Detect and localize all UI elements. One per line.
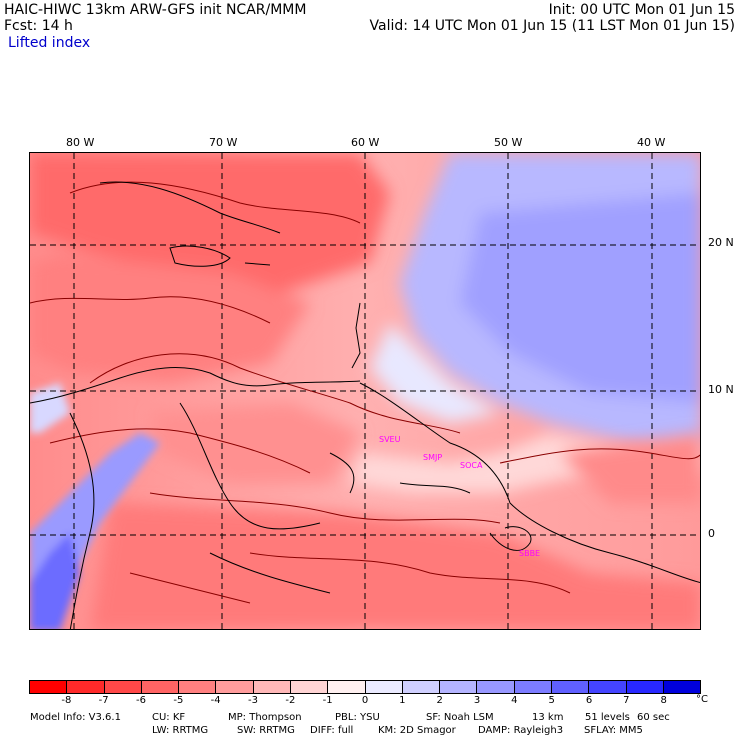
colorbar-tick-label: 8 — [660, 695, 667, 706]
colorbar-tick-label: 0 — [361, 695, 369, 706]
model-info-item: PBL: YSU — [335, 712, 380, 723]
lon-label-50w: 50 W — [494, 136, 523, 149]
colorbar-tick-label: 5 — [548, 695, 555, 706]
colorbar-swatch — [30, 681, 68, 693]
colorbar-swatch — [440, 681, 478, 693]
colorbar-swatch — [514, 681, 552, 693]
lon-label-60w: 60 W — [351, 136, 380, 149]
lon-label-80w: 80 W — [66, 136, 95, 149]
colorbar-tick-label: -4 — [210, 695, 221, 706]
colorbar-tick-label: -6 — [136, 695, 146, 706]
colorbar — [29, 680, 701, 694]
model-info-item: SFLAY: MM5 — [584, 725, 643, 736]
colorbar-swatch — [104, 681, 142, 693]
colorbar-tick-label: -2 — [285, 695, 296, 706]
lon-label-70w: 70 W — [209, 136, 238, 149]
lon-label-40w: 40 W — [637, 136, 666, 149]
colorbar-swatch — [477, 681, 515, 693]
model-info-item: 51 levels — [585, 712, 630, 723]
station-label: SVEU — [379, 435, 401, 444]
colorbar-swatch — [290, 681, 329, 693]
model-info-item: LW: RRTMG — [152, 725, 209, 736]
colorbar-tick-label: 7 — [623, 695, 630, 706]
header-forecast-hour: Fcst: 14 h — [4, 18, 73, 34]
colorbar-swatch — [253, 681, 291, 693]
map-panel: SVEU SMJP SOCA SBBE — [29, 152, 701, 630]
model-info-item: CU: KF — [152, 712, 186, 723]
colorbar-swatch — [141, 681, 180, 693]
model-info-item: DIFF: full — [310, 725, 354, 736]
model-info-item: DAMP: Rayleigh3 — [478, 725, 564, 736]
colorbar-tick-label: -3 — [248, 695, 258, 706]
colorbar-tick-label: 2 — [436, 695, 443, 706]
model-info-item: KM: 2D Smagor — [378, 725, 456, 736]
lat-lon-grid — [30, 153, 700, 629]
lifted-index-map — [30, 153, 700, 629]
colorbar-tick-label: 3 — [473, 695, 481, 706]
colorbar-swatch — [365, 681, 403, 693]
colorbar-tick-label: 1 — [399, 695, 406, 706]
field-name: Lifted index — [8, 35, 91, 51]
header-valid-time: Valid: 14 UTC Mon 01 Jun 15 (11 LST Mon … — [369, 18, 735, 34]
lat-label-10n: 10 N — [708, 383, 734, 396]
colorbar-unit: °C — [696, 694, 708, 705]
colorbar-tick-label: -1 — [322, 695, 333, 706]
station-label: SOCA — [460, 461, 483, 470]
colorbar-swatch — [179, 681, 217, 693]
header-init-time: Init: 00 UTC Mon 01 Jun 15 — [548, 2, 735, 18]
colorbar-swatch — [551, 681, 590, 693]
coastlines — [30, 181, 700, 629]
colorbar-tick-label: -7 — [98, 695, 109, 706]
colorbar-swatch — [216, 681, 254, 693]
lat-label-0: 0 — [708, 527, 715, 540]
positive-region-atlantic — [350, 153, 700, 493]
colorbar-tick-label: 6 — [585, 695, 593, 706]
positive-region-pacific — [30, 383, 160, 629]
model-info-item: 60 sec — [637, 712, 670, 723]
li-contours — [30, 181, 700, 604]
colorbar-swatch — [589, 681, 627, 693]
colorbar-tick-label: -5 — [173, 695, 184, 706]
colorbar-tick-labels: -8 -7 -6 -5 -4 -3 -2 -1 0 1 2 3 4 5 6 7 8 — [29, 695, 701, 707]
model-info-item: SF: Noah LSM — [426, 712, 494, 723]
colorbar-swatch — [67, 681, 105, 693]
station-label: SMJP — [423, 453, 443, 462]
model-info-item: MP: Thompson — [228, 712, 302, 723]
colorbar-tick-label: -8 — [61, 695, 72, 706]
model-info-item: 13 km — [532, 712, 564, 723]
colorbar-tick-label: 4 — [511, 695, 518, 706]
lat-label-20n: 20 N — [708, 236, 734, 249]
colorbar-swatch — [402, 681, 441, 693]
model-info-item: Model Info: V3.6.1 — [30, 712, 121, 723]
model-info-item: SW: RRTMG — [237, 725, 295, 736]
colorbar-swatch — [626, 681, 664, 693]
colorbar-swatch — [328, 681, 366, 693]
header-title: HAIC-HIWC 13km ARW-GFS init NCAR/MMM — [4, 2, 307, 18]
station-label: SBBE — [519, 549, 541, 558]
colorbar-swatch — [663, 681, 701, 693]
